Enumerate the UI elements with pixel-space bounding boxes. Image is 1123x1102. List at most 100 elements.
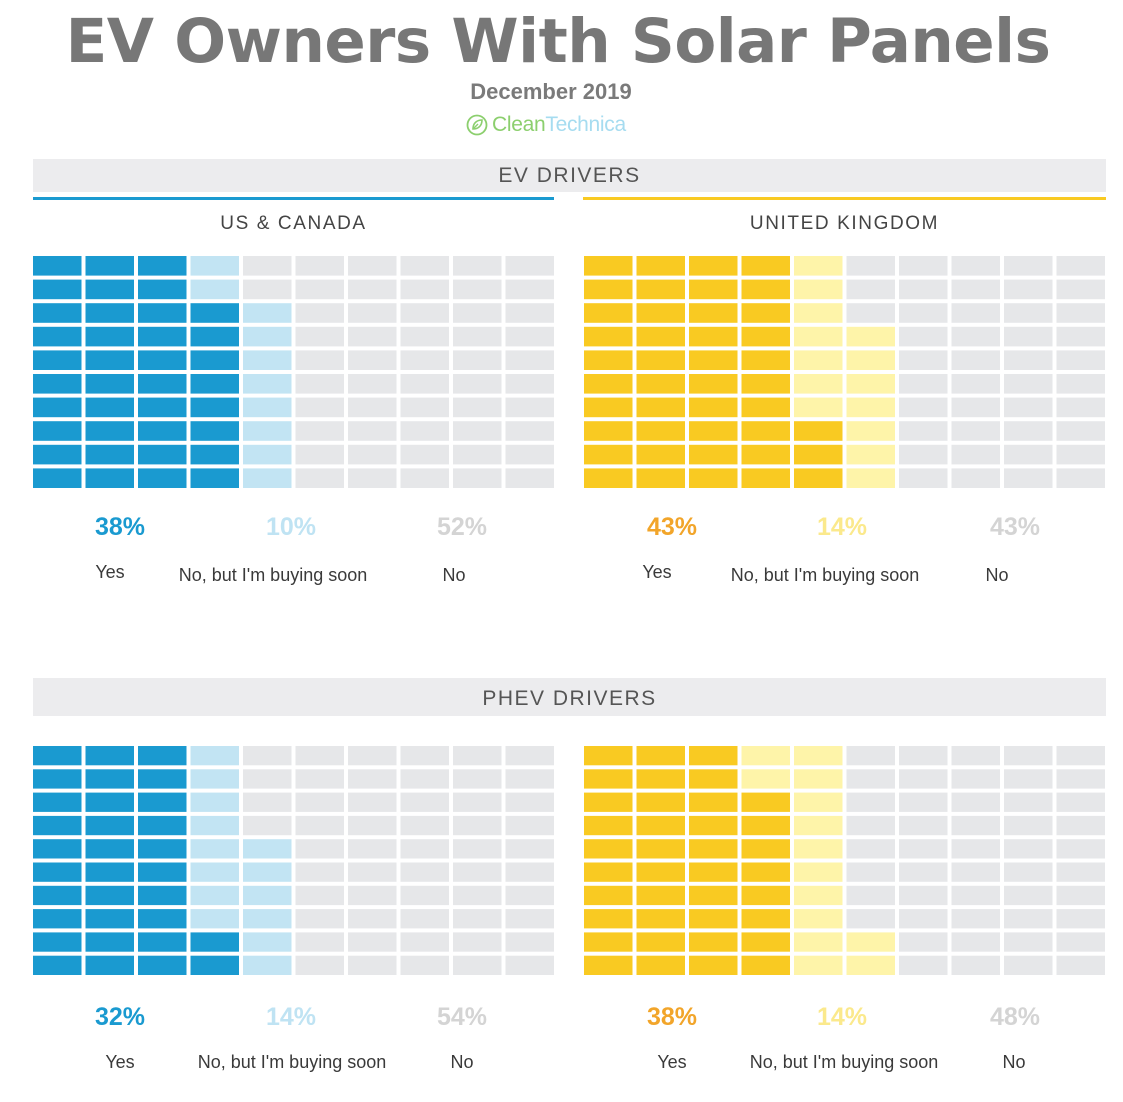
waffle-cell-yes [190, 350, 239, 370]
waffle-cell-soon [794, 350, 843, 370]
waffle-cell-yes [636, 374, 685, 394]
waffle-cell-yes [689, 862, 738, 882]
waffle-cell-soon [794, 279, 843, 300]
label-yes-phev-uk: Yes [657, 1052, 687, 1072]
waffle-cell-yes [138, 862, 187, 882]
pct-soon-ev-uk: 14% [816, 513, 868, 541]
waffle-cell-no [505, 862, 554, 882]
waffle-cell-no [295, 955, 344, 975]
waffle-cell-no [1056, 746, 1105, 766]
waffle-cell-no [400, 421, 449, 441]
waffle-cell-yes [689, 746, 738, 766]
waffle-cell-yes [741, 256, 790, 276]
waffle-cell-yes [741, 885, 790, 906]
waffle-cell-no [400, 279, 449, 300]
waffle-cell-no [348, 769, 397, 789]
waffle-cell-yes [689, 932, 738, 952]
waffle-cell-no [453, 909, 502, 929]
waffle-cell-yes [636, 746, 685, 766]
waffle-cell-soon [794, 256, 843, 276]
waffle-cell-no [846, 815, 895, 836]
waffle-cell-no [295, 769, 344, 789]
waffle-cell-yes [636, 792, 685, 812]
waffle-chart-ev-us [33, 256, 554, 488]
waffle-cell-no [453, 397, 502, 418]
waffle-cell-no [899, 397, 948, 418]
waffle-cell-no [899, 421, 948, 441]
waffle-cell-yes [636, 955, 685, 975]
waffle-cell-soon [794, 746, 843, 766]
waffle-cell-no [846, 746, 895, 766]
waffle-cell-yes [33, 885, 82, 906]
waffle-cell-soon [243, 350, 292, 370]
waffle-cell-no [899, 444, 948, 465]
waffle-cell-yes [689, 279, 738, 300]
waffle-cell-no [400, 374, 449, 394]
waffle-cell-no [1056, 397, 1105, 418]
waffle-cell-soon [243, 326, 292, 347]
waffle-cell-no [1004, 769, 1053, 789]
waffle-cell-yes [636, 256, 685, 276]
waffle-cell-no [951, 839, 1000, 859]
waffle-cell-soon [794, 909, 843, 929]
waffle-cell-yes [85, 374, 134, 394]
waffle-cell-no [295, 746, 344, 766]
waffle-cell-yes [584, 256, 633, 276]
waffle-cell-no [899, 932, 948, 952]
waffle-cell-no [951, 746, 1000, 766]
waffle-cell-no [348, 839, 397, 859]
waffle-cell-yes [689, 468, 738, 488]
waffle-cell-yes [85, 303, 134, 323]
label-soon-ev-us: No, but I'm buying soon [178, 565, 368, 585]
waffle-cell-yes [138, 279, 187, 300]
waffle-cell-no [348, 885, 397, 906]
waffle-cell-soon [190, 279, 239, 300]
waffle-cell-soon [243, 932, 292, 952]
waffle-cell-yes [741, 326, 790, 347]
waffle-cell-yes [741, 350, 790, 370]
waffle-cell-yes [689, 815, 738, 836]
pct-soon-ev-us: 10% [265, 513, 317, 541]
pct-yes-ev-uk: 43% [646, 513, 698, 541]
waffle-cell-no [846, 769, 895, 789]
waffle-cell-no [846, 256, 895, 276]
waffle-cell-yes [138, 468, 187, 488]
waffle-cell-no [243, 279, 292, 300]
waffle-cell-no [505, 279, 554, 300]
waffle-cell-soon [190, 839, 239, 859]
waffle-cell-yes [85, 909, 134, 929]
waffle-cell-yes [138, 350, 187, 370]
waffle-cell-soon [190, 792, 239, 812]
waffle-cell-yes [584, 326, 633, 347]
waffle-cell-yes [636, 326, 685, 347]
waffle-cell-yes [741, 839, 790, 859]
waffle-cell-no [505, 397, 554, 418]
waffle-cell-yes [584, 444, 633, 465]
waffle-cell-soon [794, 839, 843, 859]
waffle-cell-yes [636, 468, 685, 488]
waffle-cell-no [505, 815, 554, 836]
waffle-cell-yes [584, 421, 633, 441]
waffle-cell-no [400, 769, 449, 789]
waffle-cell-yes [636, 350, 685, 370]
waffle-cell-soon [243, 444, 292, 465]
waffle-cell-soon [846, 326, 895, 347]
label-no-ev-us: No [442, 565, 466, 585]
waffle-cell-no [295, 839, 344, 859]
waffle-cell-yes [85, 792, 134, 812]
waffle-chart-ev-uk [584, 256, 1105, 488]
waffle-cell-no [1056, 955, 1105, 975]
page-subtitle: December 2019 [470, 79, 632, 104]
waffle-cell-yes [138, 815, 187, 836]
waffle-cell-yes [689, 955, 738, 975]
waffle-cell-yes [85, 862, 134, 882]
label-no-phev-uk: No [1002, 1052, 1026, 1072]
section-band-ev: EV DRIVERS [33, 159, 1106, 192]
waffle-cell-soon [741, 769, 790, 789]
waffle-cell-no [453, 932, 502, 952]
waffle-cell-yes [85, 746, 134, 766]
waffle-cell-no [453, 955, 502, 975]
waffle-cell-no [899, 955, 948, 975]
waffle-cell-yes [584, 303, 633, 323]
waffle-cell-no [951, 397, 1000, 418]
